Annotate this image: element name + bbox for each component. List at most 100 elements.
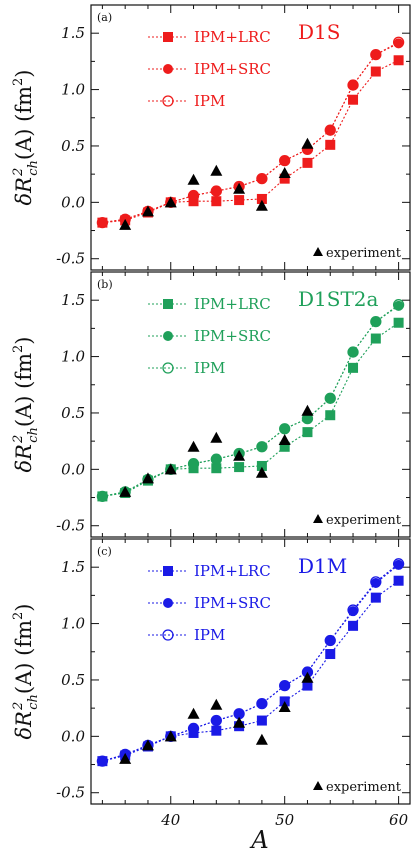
- legend-label: IPM+LRC: [194, 28, 271, 46]
- data-point-square: [211, 463, 222, 474]
- experiment-point: [255, 199, 268, 211]
- y-tick-label: 0.5: [61, 404, 85, 422]
- model-label: D1ST2a: [298, 287, 379, 311]
- data-point-open-circle: [347, 346, 359, 358]
- data-point-square: [302, 680, 313, 691]
- ylabel-sup: 2: [11, 168, 26, 177]
- panel-frame: [90, 4, 411, 271]
- experiment-legend-label: experiment: [326, 780, 402, 795]
- experiment-point: [233, 182, 246, 194]
- legend-label: IPM+LRC: [194, 562, 271, 580]
- data-point-circle: [325, 125, 336, 136]
- experiment-legend-label: experiment: [326, 513, 402, 528]
- ylabel-rest: (A) (fm: [12, 86, 36, 160]
- data-point-open-circle: [96, 490, 109, 503]
- data-point-open-circle: [392, 299, 405, 311]
- legend-open-circle-marker: [162, 629, 174, 641]
- ylabel-r: R: [12, 444, 36, 461]
- ylabel-sup2: 2: [11, 78, 26, 86]
- ylabel-close: ): [12, 70, 36, 78]
- data-point-square: [393, 55, 404, 66]
- data-point-square: [234, 195, 245, 206]
- data-point-circle: [188, 190, 199, 201]
- data-point-open-circle: [187, 458, 200, 470]
- y-tick-label: 0.5: [61, 671, 85, 689]
- legend-label: IPM+SRC: [194, 594, 271, 612]
- data-point-square: [302, 157, 313, 168]
- ylabel-sub: ch: [26, 160, 41, 176]
- ylabel-r: R: [12, 711, 36, 728]
- data-point-square: [256, 460, 267, 471]
- data-point-square: [393, 575, 404, 586]
- model-label: D1S: [298, 20, 340, 44]
- data-point-open-circle: [347, 79, 359, 91]
- ylabel-close: ): [12, 604, 36, 612]
- y-tick-label: -0.5: [56, 250, 85, 268]
- data-point-square: [234, 462, 245, 473]
- experiment-legend-marker: [313, 247, 323, 256]
- panel-frame: [90, 538, 411, 805]
- data-point-square: [325, 410, 336, 421]
- panel-tag: (a): [97, 11, 112, 24]
- ylabel-delta: δ: [12, 727, 36, 740]
- data-point-open-circle: [392, 36, 405, 48]
- data-point-open-circle: [324, 124, 336, 136]
- data-point-square: [348, 94, 359, 105]
- data-point-open-circle: [256, 441, 268, 453]
- experiment-point: [278, 434, 291, 446]
- legend-circle-marker: [163, 598, 173, 608]
- data-point-square: [279, 173, 290, 184]
- experiment-point: [164, 463, 177, 475]
- data-point-square: [393, 317, 404, 328]
- ylabel-r: R: [12, 177, 36, 194]
- experiment-point: [278, 167, 291, 179]
- panel-tag: (c): [97, 545, 112, 558]
- series-line: [102, 563, 399, 762]
- experiment-point: [301, 137, 314, 149]
- data-point-square: [370, 333, 381, 344]
- data-point-circle: [370, 49, 381, 60]
- y-tick-label: 0.0: [61, 460, 85, 478]
- data-point-open-circle: [324, 392, 336, 404]
- data-point-square: [211, 196, 222, 207]
- x-tick-label: 40: [160, 811, 181, 829]
- experiment-point: [141, 739, 154, 751]
- experiment-legend-marker: [313, 514, 323, 523]
- legend-label: IPM+LRC: [194, 295, 271, 313]
- x-tick-label: 50: [275, 811, 295, 829]
- data-point-circle: [279, 155, 290, 166]
- ylabel-sub: ch: [26, 694, 41, 710]
- series-line: [102, 59, 399, 224]
- model-label: D1M: [298, 554, 347, 578]
- data-point-open-circle: [279, 423, 291, 435]
- experiment-point: [187, 440, 200, 452]
- experiment-point: [255, 466, 268, 478]
- legend-square-marker: [163, 32, 173, 42]
- experiment-point: [119, 485, 132, 497]
- data-point-open-circle: [370, 315, 382, 328]
- data-point-square: [325, 649, 336, 660]
- series-line: [102, 41, 399, 224]
- y-tick-label: 0.5: [61, 137, 85, 155]
- y-axis-title: δR2ch(A) (fm2): [11, 337, 41, 473]
- experiment-point: [210, 431, 223, 443]
- experiment-point: [210, 698, 223, 710]
- data-point-open-circle: [279, 154, 291, 167]
- data-point-square: [348, 620, 359, 631]
- ylabel-delta: δ: [12, 193, 36, 206]
- y-tick-label: 1.0: [61, 81, 85, 99]
- experiment-legend-marker: [313, 781, 323, 790]
- series-line: [102, 304, 399, 497]
- data-point-square: [211, 725, 222, 736]
- ylabel-sub: ch: [26, 427, 41, 443]
- data-point-square: [279, 441, 290, 452]
- x-axis-title: A: [249, 826, 268, 851]
- data-point-open-circle: [347, 604, 359, 616]
- experiment-legend-label: experiment: [326, 246, 402, 261]
- legend-square-marker: [163, 299, 173, 309]
- data-point-open-circle: [210, 185, 222, 197]
- legend-label: IPM: [194, 626, 225, 644]
- data-point-open-circle: [210, 453, 222, 465]
- y-tick-label: -0.5: [56, 517, 85, 535]
